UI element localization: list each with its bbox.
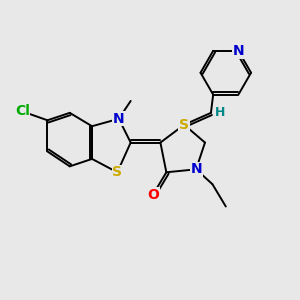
Text: S: S: [112, 165, 122, 179]
Text: Cl: Cl: [15, 104, 30, 118]
Text: N: N: [190, 162, 202, 176]
Text: H: H: [215, 106, 225, 119]
Text: O: O: [147, 188, 159, 202]
Text: N: N: [113, 112, 124, 126]
Text: N: N: [232, 44, 244, 58]
Text: S: S: [179, 118, 189, 132]
